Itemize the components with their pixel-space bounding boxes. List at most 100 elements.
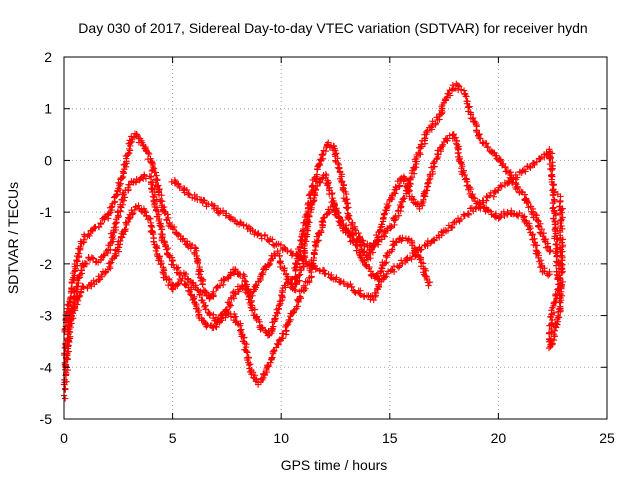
data-point	[65, 336, 72, 344]
data-point	[305, 192, 313, 199]
data-point	[347, 280, 354, 288]
data-point	[274, 310, 281, 317]
data-point	[531, 210, 539, 218]
data-point	[183, 186, 191, 194]
data-point	[552, 211, 560, 219]
data-point	[185, 287, 192, 294]
data-point	[470, 194, 477, 201]
data-point	[504, 168, 512, 175]
data-point	[333, 150, 340, 157]
x-tick-label: 25	[599, 430, 615, 446]
data-point	[378, 221, 385, 228]
data-point	[536, 229, 544, 236]
data-point	[317, 227, 325, 235]
data-point	[547, 154, 554, 162]
data-point	[316, 161, 324, 169]
chart-title: Day 030 of 2017, Sidereal Day-to-day VTE…	[78, 20, 587, 36]
data-point	[408, 255, 415, 263]
data-point	[213, 284, 220, 291]
y-tick-label: 1	[44, 101, 52, 117]
data-point	[342, 226, 349, 234]
data-point	[154, 208, 162, 215]
data-point	[62, 362, 69, 369]
data-point	[117, 234, 125, 241]
data-point	[65, 348, 72, 355]
x-tick-label: 20	[491, 430, 507, 446]
data-point	[266, 260, 274, 268]
data-point	[118, 204, 125, 211]
data-point	[138, 137, 145, 145]
data-point	[522, 168, 529, 175]
data-point	[548, 150, 556, 157]
data-point	[544, 272, 552, 279]
data-point	[351, 288, 358, 296]
data-point	[483, 193, 490, 200]
x-axis-title: GPS time / hours	[281, 457, 388, 473]
data-point	[523, 218, 530, 226]
series-track-c	[60, 202, 433, 402]
data-point	[277, 260, 285, 267]
data-point	[247, 360, 254, 368]
data-point	[493, 155, 500, 162]
data-point	[554, 190, 562, 198]
data-point	[219, 281, 227, 289]
data-point	[204, 321, 211, 329]
data-point	[521, 213, 528, 220]
data-point	[523, 197, 531, 205]
data-point	[108, 204, 115, 211]
data-point	[319, 175, 326, 182]
plot-frame	[63, 56, 608, 420]
data-point	[265, 237, 273, 244]
data-point	[319, 150, 327, 158]
data-point	[422, 267, 430, 274]
data-point	[115, 244, 123, 251]
data-point	[336, 222, 344, 229]
data-point	[335, 215, 343, 222]
data-point	[448, 86, 456, 93]
data-point	[310, 186, 318, 193]
data-point	[556, 228, 564, 236]
data-point	[302, 211, 310, 219]
data-point	[465, 210, 472, 217]
data-point	[128, 138, 135, 145]
data-point	[333, 274, 340, 281]
data-point	[284, 247, 291, 254]
data-point	[554, 321, 561, 328]
data-point	[325, 139, 332, 146]
data-point	[546, 271, 553, 278]
data-point	[482, 140, 489, 147]
data-point	[144, 149, 152, 156]
data-point	[150, 238, 157, 245]
data-point	[191, 244, 199, 251]
data-point	[223, 210, 230, 217]
data-point	[558, 292, 566, 300]
data-point	[370, 240, 377, 247]
data-point	[370, 296, 377, 304]
data-point	[558, 216, 565, 223]
data-point	[72, 267, 79, 274]
data-point	[174, 281, 181, 288]
data-point	[100, 214, 108, 221]
data-point	[345, 215, 353, 223]
data-point	[105, 210, 112, 217]
data-point	[514, 212, 522, 220]
data-point	[216, 282, 224, 289]
data-point	[174, 264, 182, 271]
data-point	[425, 176, 433, 184]
data-point	[434, 147, 441, 154]
y-tick-label: 2	[44, 49, 52, 65]
data-point	[429, 168, 436, 175]
data-point	[547, 172, 555, 179]
data-point	[419, 202, 426, 209]
data-point	[459, 162, 466, 170]
data-point	[496, 157, 504, 164]
data-point	[82, 260, 89, 267]
data-point	[301, 242, 308, 250]
data-point	[400, 194, 407, 202]
data-point	[243, 349, 251, 356]
data-point	[466, 103, 473, 110]
data-point	[267, 359, 274, 366]
data-point	[328, 190, 335, 198]
x-tick-label: 0	[60, 430, 68, 446]
